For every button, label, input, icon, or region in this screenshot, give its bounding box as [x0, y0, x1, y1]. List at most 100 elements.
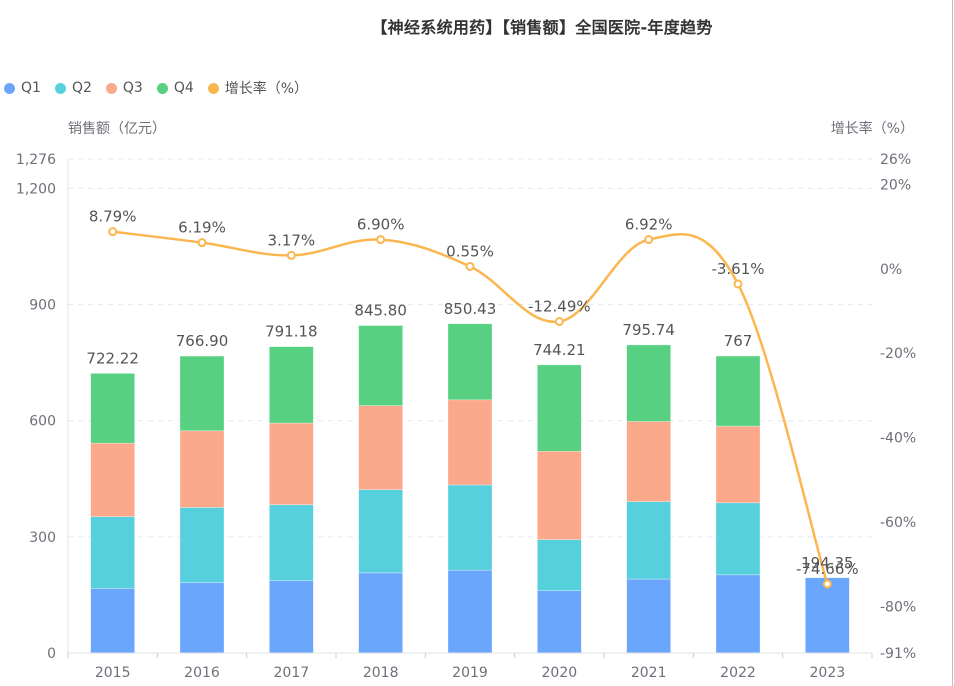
growth-rate-point[interactable] [465, 261, 475, 271]
legend-item-q2[interactable]: Q2 [54, 78, 92, 98]
axis-layer: 0 300 600 900 1,200 1,276 -91% -80% -60% -40% -20%… [16, 152, 916, 681]
bar-segment-q1-2016[interactable] [179, 582, 225, 654]
legend-label: Q2 [71, 80, 92, 96]
x-tick-label: 2015 [95, 665, 131, 681]
legend: Q1 Q2 Q3 Q4 增长率（%） [4, 78, 308, 98]
bar-segment-q3-2021[interactable] [626, 421, 671, 502]
y-tick-label-right: -60% [880, 515, 916, 531]
x-tick-label: 2022 [720, 665, 756, 681]
bar-total-label: 766.90 [176, 332, 229, 350]
bar-segment-q2-2015[interactable] [90, 516, 135, 589]
growth-rate-point[interactable] [286, 250, 296, 260]
bar-segment-q1-2022[interactable] [715, 574, 761, 654]
bar-segment-q1-2020[interactable] [537, 590, 582, 654]
legend-label: 增长率（%） [224, 81, 309, 97]
legend-item-q4[interactable]: Q4 [156, 78, 194, 98]
legend-dot-icon [105, 82, 117, 94]
bar-segment-q3-2020[interactable] [537, 450, 582, 540]
legend-dot-icon [54, 82, 66, 94]
growth-rate-point[interactable] [822, 579, 832, 589]
bar-total-label: 194.35 [801, 554, 854, 572]
growth-rate-point[interactable] [554, 317, 564, 327]
legend-item-growth[interactable]: 增长率（%） [207, 78, 309, 98]
y-axis-left-title: 销售额（亿元） [68, 121, 166, 137]
growth-rate-label: -74.66% [796, 560, 859, 578]
y-axis-right-title: 增长率（%） [831, 120, 914, 137]
bar-total-label: 722.22 [86, 349, 139, 367]
chart-title: 【神经系统用药】【销售额】全国医院-年度趋势 [371, 18, 713, 37]
bar-segment-q4-2016[interactable] [179, 355, 225, 432]
bar-segment-q2-2016[interactable] [179, 507, 225, 583]
bar-segment-q1-2015[interactable] [90, 588, 135, 654]
y-tick-label-left: 1,276 [16, 152, 56, 168]
growth-rate-label: 0.55% [446, 242, 494, 260]
legend-dot-icon [207, 82, 219, 94]
bar-segment-q4-2015[interactable] [90, 373, 135, 444]
x-tick-label: 2023 [810, 665, 846, 681]
labels-layer: 722.22 766.90 791.18 845.80 850.43 744.21 795.… [86, 208, 858, 578]
bar-segment-q3-2019[interactable] [447, 399, 493, 486]
growth-rate-label: 6.92% [625, 216, 673, 234]
growth-rate-point[interactable] [376, 235, 386, 245]
x-tick-label: 2017 [274, 665, 310, 681]
legend-dot-icon [156, 82, 168, 94]
bar-segment-q3-2022[interactable] [715, 425, 761, 504]
x-tick-label: 2020 [542, 665, 578, 681]
y-tick-label-right: -91% [880, 646, 916, 662]
y-tick-label-left: 900 [29, 298, 56, 314]
legend-item-q1[interactable]: Q1 [4, 78, 41, 98]
bar-segment-q4-2021[interactable] [626, 344, 671, 422]
y-tick-label-right: 20% [880, 177, 911, 193]
bars-layer [90, 323, 850, 654]
bar-segment-q4-2022[interactable] [715, 355, 761, 427]
bar-total-label: 791.18 [265, 323, 318, 341]
growth-rate-point[interactable] [108, 227, 118, 237]
growth-rate-line [112, 230, 829, 585]
legend-label: Q4 [173, 80, 194, 96]
bar-segment-q4-2020[interactable] [537, 364, 582, 452]
x-tick-label: 2021 [631, 665, 667, 681]
legend-label: Q3 [122, 80, 143, 96]
bar-segment-q4-2018[interactable] [358, 325, 403, 406]
growth-rate-label: 3.17% [268, 231, 316, 249]
y-tick-label-right: -80% [880, 600, 916, 616]
growth-rate-point[interactable] [644, 235, 654, 245]
bar-total-label: 850.43 [444, 300, 497, 318]
bar-segment-q2-2017[interactable] [269, 504, 314, 581]
bar-segment-q1-2021[interactable] [626, 578, 671, 654]
bar-segment-q3-2017[interactable] [269, 422, 314, 506]
bar-segment-q3-2016[interactable] [179, 430, 225, 508]
growth-rate-label: 8.79% [89, 208, 137, 226]
y-tick-label-left: 300 [29, 530, 56, 546]
y-tick-label-right: -40% [880, 431, 916, 447]
panel-border [952, 0, 953, 686]
x-tick-label: 2019 [452, 665, 488, 681]
bar-total-label: 744.21 [533, 341, 586, 359]
growth-rate-point[interactable] [733, 279, 743, 289]
bar-segment-q2-2020[interactable] [537, 539, 582, 591]
x-tick-label: 2016 [184, 665, 220, 681]
growth-rate-point[interactable] [197, 238, 207, 248]
bar-segment-q3-2015[interactable] [90, 442, 135, 518]
x-tick-label: 2018 [363, 665, 399, 681]
growth-rate-label: -12.49% [528, 298, 591, 316]
growth-rate-label: 6.90% [357, 216, 405, 234]
bar-segment-q4-2019[interactable] [447, 323, 493, 401]
bar-segment-q2-2021[interactable] [626, 501, 671, 580]
bar-segment-q2-2019[interactable] [447, 484, 493, 571]
bar-total-label: 795.74 [622, 321, 675, 339]
legend-label: Q1 [21, 80, 41, 96]
bar-segment-q2-2022[interactable] [715, 502, 761, 576]
legend-item-q3[interactable]: Q3 [105, 78, 143, 98]
y-tick-label-left: 600 [29, 414, 56, 430]
y-tick-label-left: 0 [47, 646, 56, 662]
bar-segment-q2-2018[interactable] [358, 489, 403, 574]
bar-segment-q1-2018[interactable] [358, 572, 403, 654]
line-layer [108, 227, 832, 589]
bar-segment-q1-2019[interactable] [447, 569, 493, 654]
bar-segment-q1-2017[interactable] [269, 580, 314, 654]
bar-segment-q4-2017[interactable] [269, 346, 314, 424]
bar-segment-q3-2018[interactable] [358, 405, 403, 490]
bar-segment-q1-2023[interactable] [805, 577, 850, 654]
